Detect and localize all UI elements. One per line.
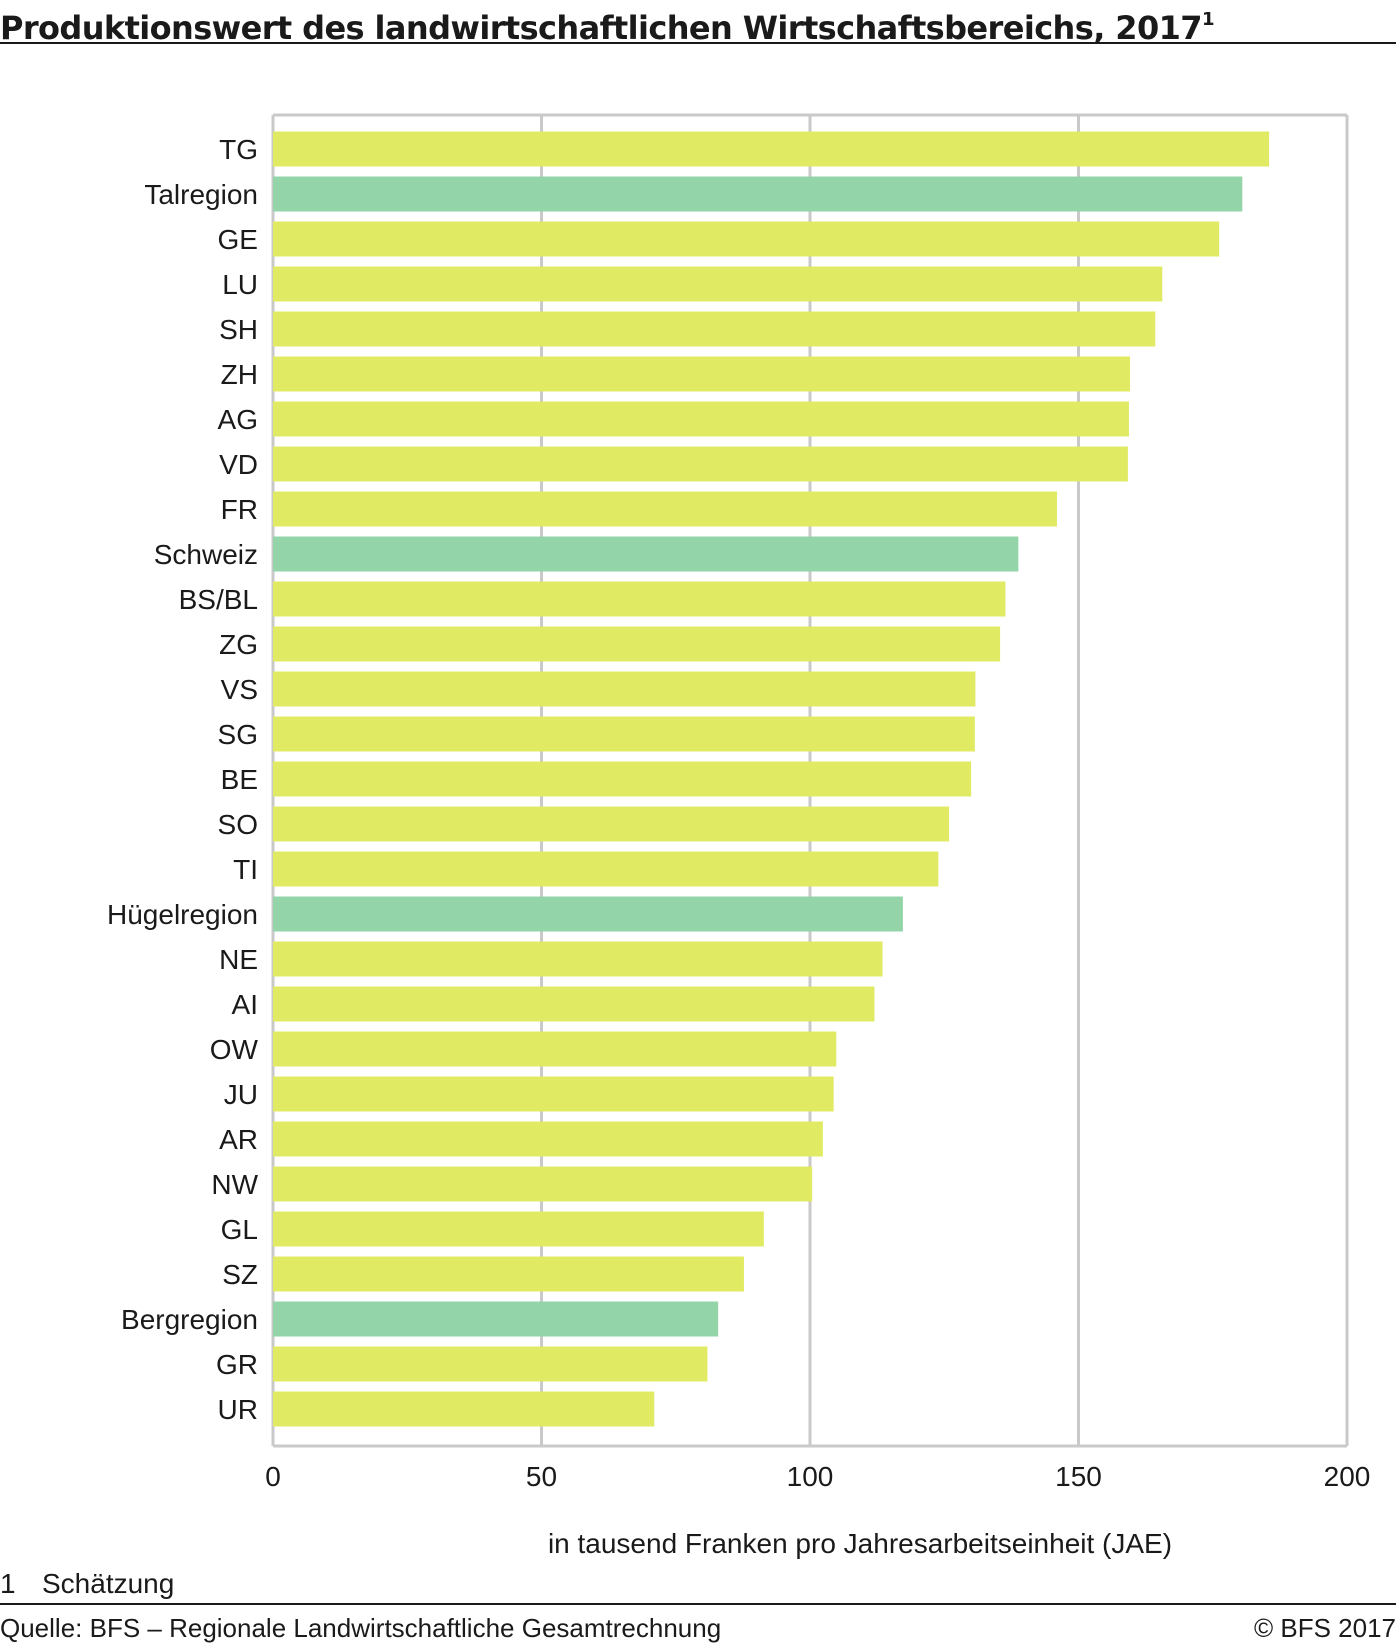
bar-kanton [273,401,1129,437]
footnote-number: 1 [0,1568,16,1599]
x-tick-label: 150 [1055,1461,1102,1492]
bar-kanton [273,1256,744,1292]
category-label: VS [221,674,258,705]
chart-title: Produktionswert des landwirtschaftlichen… [0,0,1396,47]
x-tick-label: 50 [526,1461,557,1492]
category-label: SG [218,719,258,750]
category-label: TG [219,134,258,165]
bar-kanton [273,1391,655,1427]
bar-kanton [273,1076,834,1112]
category-label: VD [219,449,258,480]
bar-kanton [273,266,1163,302]
category-label: Schweiz [154,539,258,570]
copyright-note: © BFS 2017 [1253,1613,1396,1643]
footnote-text: Schätzung [42,1568,175,1599]
chart-title-text: Produktionswert des landwirtschaftlichen… [0,9,1203,47]
bar-kanton [273,851,939,887]
category-label: AI [232,989,258,1020]
category-label: AR [219,1124,258,1155]
x-tick-label: 100 [787,1461,834,1492]
category-label: NE [219,944,258,975]
category-label: FR [221,494,258,525]
source-note: Quelle: BFS – Regionale Landwirtschaftli… [0,1613,722,1643]
category-label: BS/BL [179,584,258,615]
bar-kanton [273,806,950,842]
category-label: Talregion [144,179,258,210]
bar-kanton [273,716,975,752]
bar-kanton [273,221,1220,257]
footer-rule [0,1603,1396,1605]
bar-region [273,176,1243,212]
bar-kanton [273,1121,823,1157]
x-tick-label: 0 [265,1461,281,1492]
bar-kanton [273,581,1006,617]
category-label: UR [218,1394,258,1425]
title-rule [0,42,1396,44]
bar-kanton [273,311,1156,347]
bar-kanton [273,1166,813,1202]
bar-kanton [273,941,883,977]
category-label: TI [233,854,258,885]
bar-region [273,536,1019,572]
category-label: Bergregion [121,1304,258,1335]
title-footnote-marker: 1 [1201,9,1215,30]
category-label: AG [218,404,258,435]
bar-kanton [273,761,972,797]
category-label: JU [224,1079,258,1110]
footnote: 1 Schätzung [0,1567,174,1601]
x-axis-title: in tausend Franken pro Jahresarbeitseinh… [547,1528,1173,1559]
category-label: GL [221,1214,258,1245]
category-label: NW [211,1169,258,1200]
bar-kanton [273,446,1128,482]
bar-kanton [273,986,875,1022]
bar-kanton [273,1346,708,1382]
category-label: OW [210,1034,259,1065]
bar-kanton [273,671,976,707]
category-label: GR [216,1349,258,1380]
category-label: GE [218,224,258,255]
bar-kanton [273,626,1001,662]
category-label: SO [218,809,258,840]
bar-kanton [273,131,1270,167]
category-label: Hügelregion [107,899,258,930]
category-label: BE [221,764,258,795]
category-label: LU [222,269,258,300]
bar-kanton [273,356,1131,392]
bar-region [273,1301,719,1337]
category-label: SH [219,314,258,345]
category-label: ZG [219,629,258,660]
category-label: SZ [222,1259,258,1290]
category-label: ZH [221,359,258,390]
bar-kanton [273,1031,837,1067]
bar-chart: 0 50 100 150 200 TG Talregion GE LU SH ZH AG VD FR Sch… [107,113,1371,1492]
bar-kanton [273,1211,764,1247]
bar-region [273,896,903,932]
bar-kanton [273,491,1058,527]
x-tick-label: 200 [1324,1461,1371,1492]
